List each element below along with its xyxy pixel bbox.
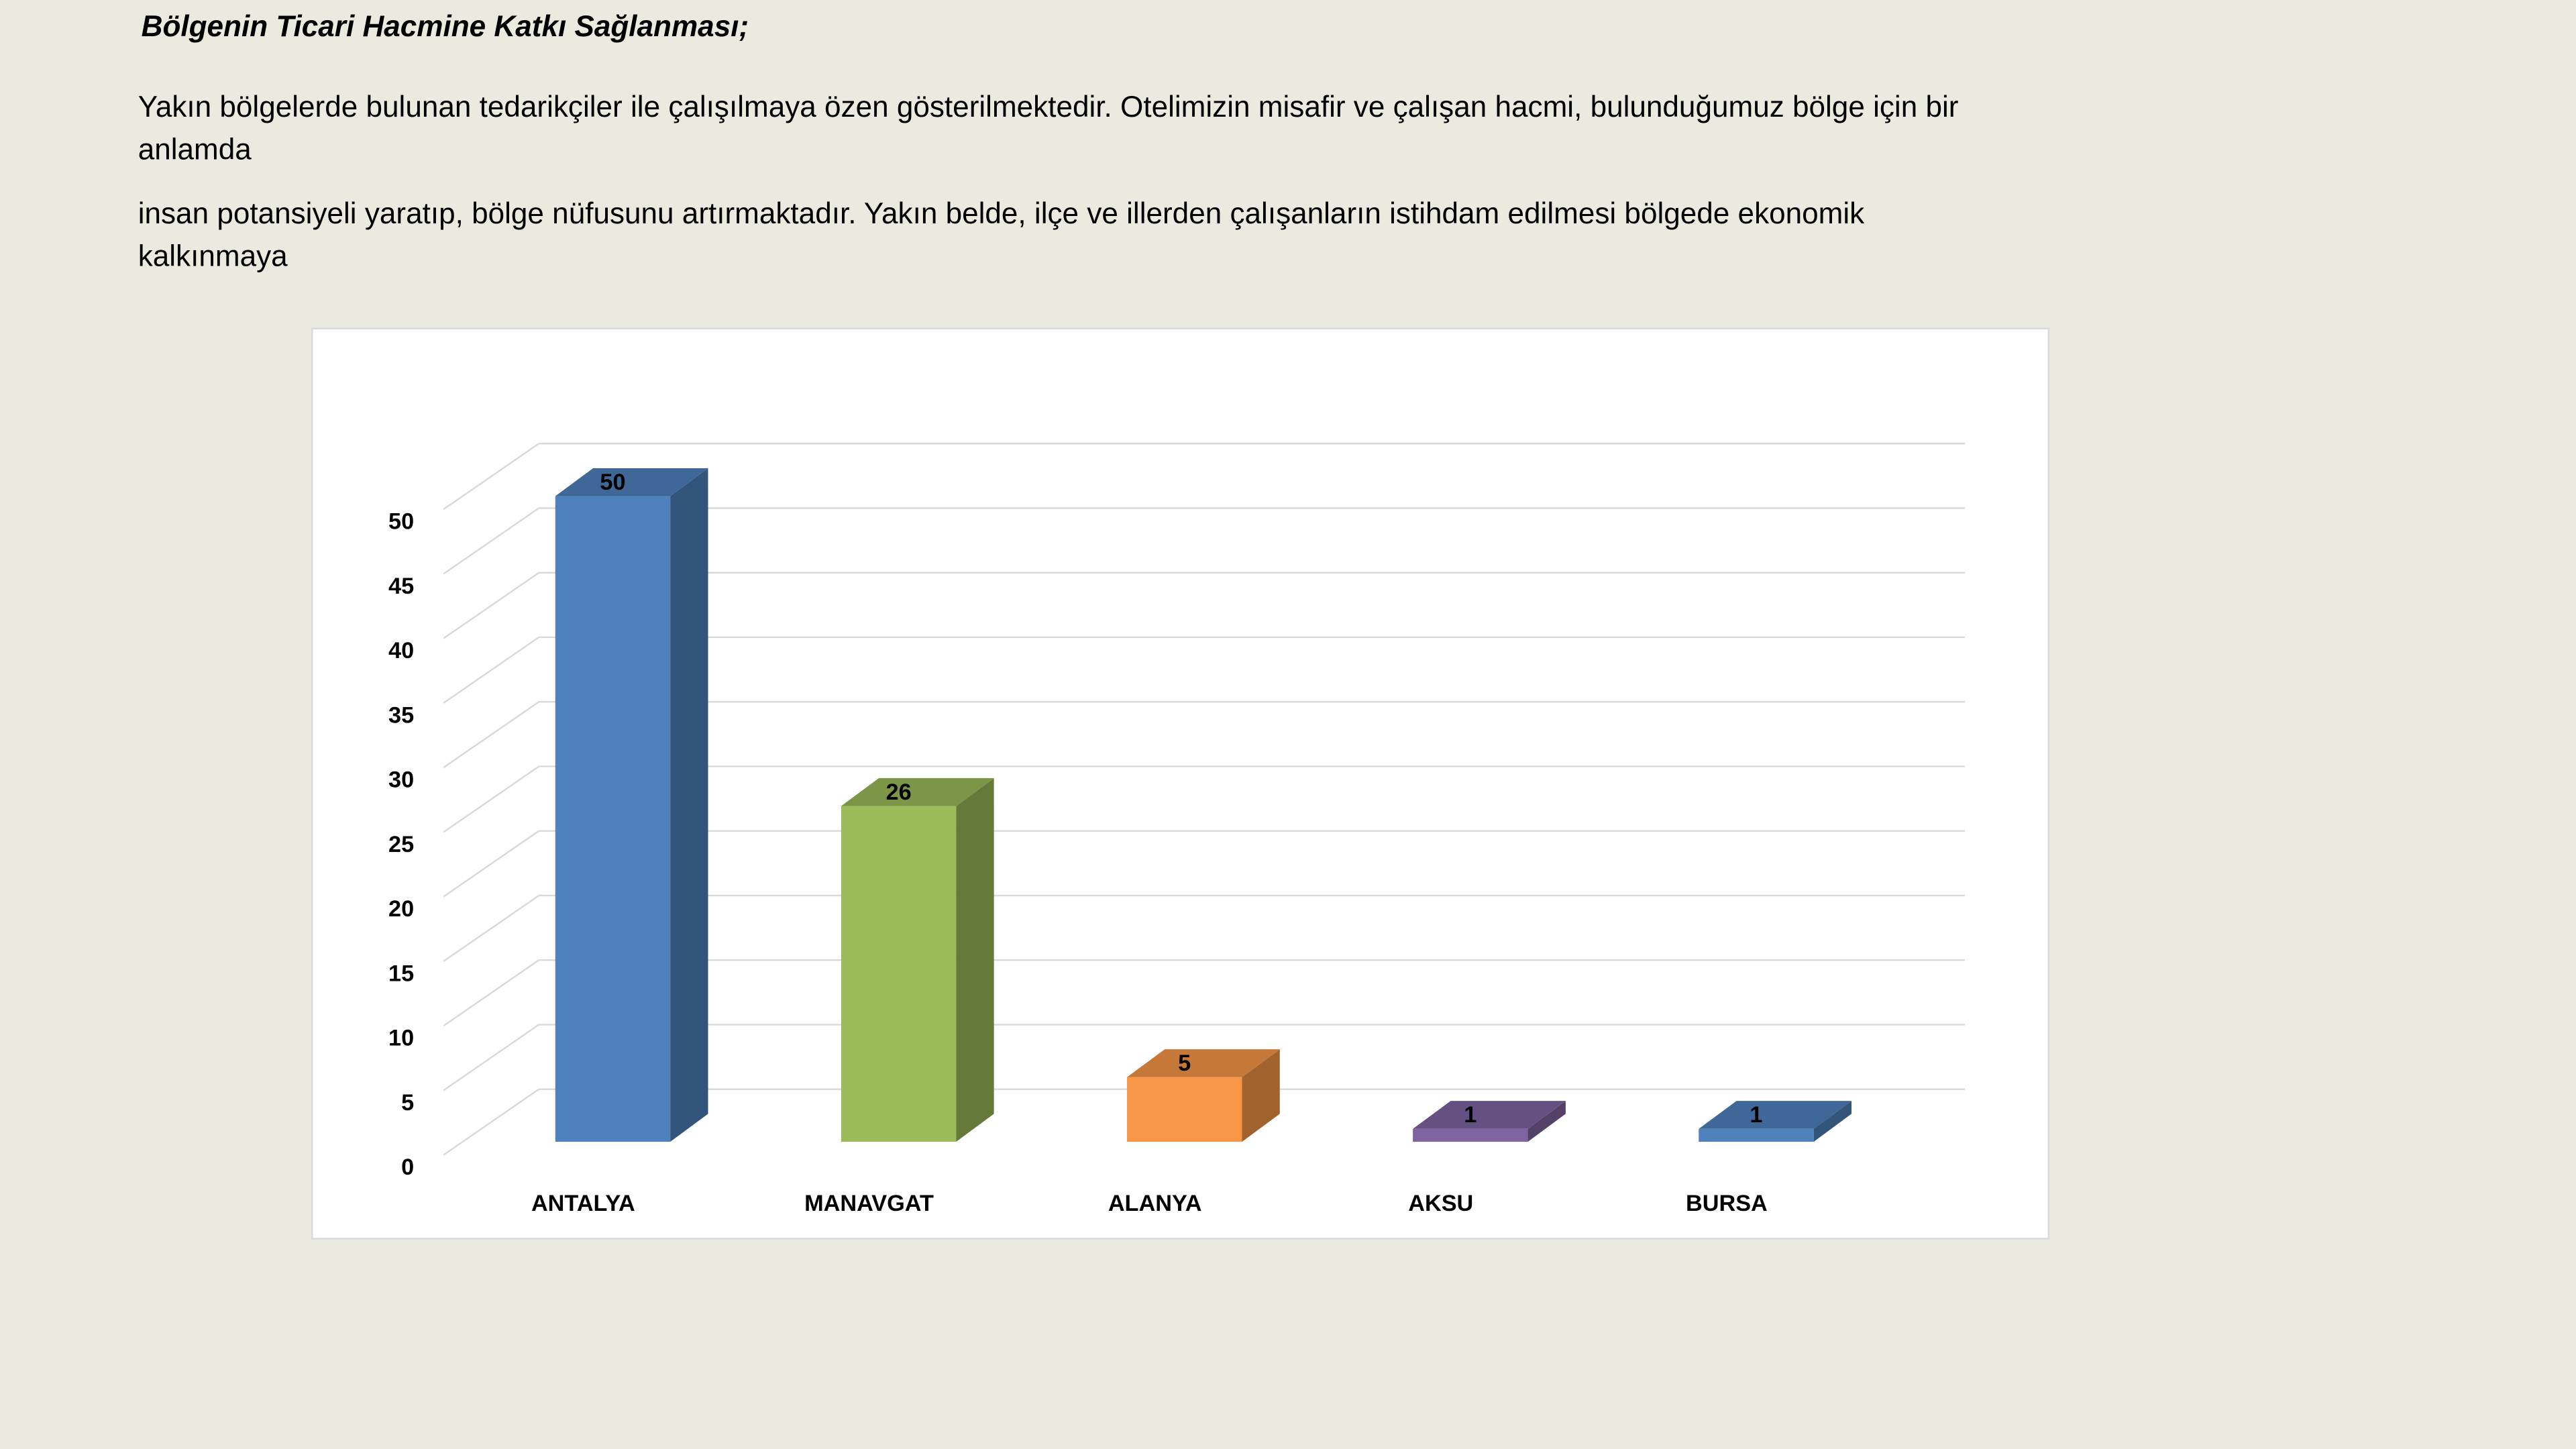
x-tick-label: ALANYA — [1108, 1191, 1202, 1216]
grid-line — [443, 894, 539, 962]
bar — [841, 806, 957, 1142]
grid-line — [443, 507, 539, 575]
paragraph: insan potansiyeli yaratıp, bölge nüfusun… — [138, 197, 1865, 230]
grid-line — [443, 959, 539, 1027]
bar — [1127, 1077, 1242, 1142]
x-tick-label: AKSU — [1408, 1191, 1473, 1216]
chart: 0 5 10 15 20 25 30 35 40 45 50 50 ANTALYA 26 MANAVGAT 5… — [388, 443, 1965, 1216]
y-tick-label: 20 — [388, 896, 414, 922]
value-label: 1 — [1464, 1102, 1477, 1128]
paragraph: Yakın bölgelerde bulunan tedarikçiler il… — [138, 91, 1959, 123]
bar-side — [1242, 1049, 1280, 1142]
bar — [1699, 1128, 1814, 1142]
bar-side — [1813, 1101, 1851, 1142]
paragraph: anlamda — [138, 133, 252, 166]
y-tick-label: 25 — [388, 832, 414, 857]
y-tick-label: 5 — [401, 1090, 414, 1116]
y-tick-label: 0 — [401, 1155, 414, 1180]
grid-line — [443, 830, 539, 898]
y-tick-label: 35 — [388, 702, 414, 728]
value-label: 5 — [1178, 1051, 1191, 1076]
bar-top — [1699, 1101, 1851, 1129]
bar-top — [1413, 1101, 1566, 1129]
x-tick-label: ANTALYA — [531, 1191, 635, 1216]
value-label: 50 — [600, 470, 625, 495]
value-label: 1 — [1750, 1102, 1762, 1128]
grid-line — [443, 636, 539, 704]
bar-side — [956, 777, 994, 1142]
grid-line — [443, 572, 539, 639]
grid-line — [443, 701, 539, 769]
y-tick-label: 45 — [388, 574, 414, 599]
grid-line — [443, 1024, 539, 1091]
bar-top — [555, 468, 708, 496]
bar-top — [841, 777, 994, 806]
grid-line — [443, 443, 539, 511]
y-tick-label: 30 — [388, 767, 414, 793]
y-tick-label: 15 — [388, 961, 414, 986]
grid-line — [443, 1088, 539, 1156]
bar — [1413, 1128, 1528, 1142]
y-tick-label: 40 — [388, 638, 414, 663]
bar-top — [1127, 1049, 1280, 1077]
bar-side — [670, 468, 708, 1142]
value-label: 26 — [886, 780, 912, 805]
y-tick-label: 10 — [388, 1026, 414, 1051]
bar — [555, 496, 671, 1142]
y-tick-label: 50 — [388, 509, 414, 535]
x-tick-label: MANAVGAT — [804, 1191, 934, 1216]
paragraph: kalkınmaya — [138, 240, 288, 273]
heading: Bölgenin Ticari Hacmine Katkı Sağlanması… — [142, 10, 749, 43]
x-tick-label: BURSA — [1686, 1191, 1768, 1216]
grid-line — [443, 765, 539, 833]
bar-side — [1527, 1101, 1566, 1142]
